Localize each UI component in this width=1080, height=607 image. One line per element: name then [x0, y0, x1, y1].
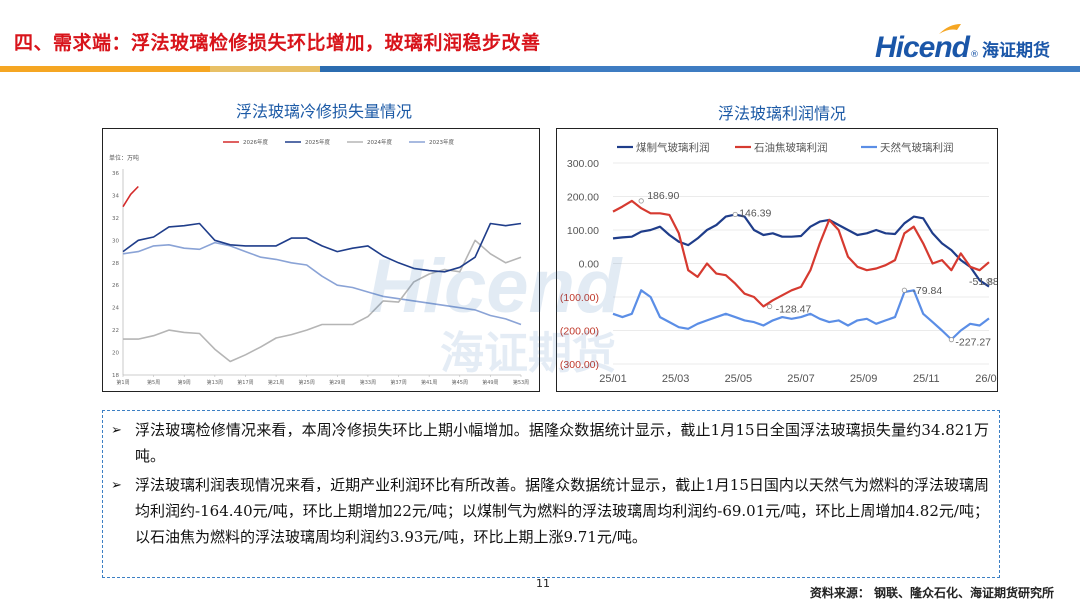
commentary-text: 浮法玻璃检修情况来看，本周冷修损失环比上期小幅增加。据隆众数据统计显示，截止1月… — [135, 421, 989, 465]
left-y-tick-label: 22 — [112, 328, 119, 334]
right-x-tick-label: 25/07 — [787, 373, 815, 385]
left-x-tick-label: 第5周 — [147, 379, 160, 386]
left-series-line — [122, 222, 522, 273]
right-annotation-label: -128.47 — [776, 304, 812, 316]
left-series-line — [122, 185, 139, 208]
right-annotation-label: -79.84 — [912, 285, 942, 297]
source-note: 资料来源： 钢联、隆众石化、海证期货研究所 — [809, 586, 1054, 600]
right-annotation-marker — [948, 337, 954, 343]
right-annotation-marker — [638, 198, 644, 204]
left-chart-heading: 浮法玻璃冷修损失量情况 — [236, 102, 413, 121]
right-annotation-label: -227.27 — [955, 337, 991, 349]
left-x-tick-label: 第25周 — [299, 379, 315, 386]
left-y-tick-label: 30 — [112, 238, 119, 244]
right-annotation-marker — [732, 211, 738, 218]
left-y-tick-label: 20 — [112, 351, 119, 357]
left-y-tick-label: 18 — [112, 373, 119, 379]
left-x-tick-label: 第1周 — [116, 379, 129, 386]
right-series-line — [612, 289, 990, 341]
commentary-item: ➢ 浮法玻璃检修情况来看，本周冷修损失环比上期小幅增加。据隆众数据统计显示，截止… — [111, 417, 989, 469]
right-y-tick-label: 200.00 — [567, 192, 599, 204]
left-x-tick-label: 第41周 — [421, 379, 437, 386]
right-y-tick-label: (200.00) — [560, 326, 599, 338]
right-annotation-label: -51.88 — [969, 276, 997, 288]
right-y-tick-label: 100.00 — [567, 225, 599, 237]
commentary-item: ➢ 浮法玻璃利润表现情况来看，近期产业利润环比有所改善。据隆众数据统计显示，截止… — [111, 472, 989, 550]
right-legend-label: 煤制气玻璃利润 — [636, 141, 710, 154]
left-series-line — [123, 239, 522, 363]
right-x-tick-label: 26/01 — [975, 373, 997, 385]
left-x-tick-label: 第37周 — [390, 379, 406, 386]
left-x-tick-label: 第29周 — [329, 379, 345, 386]
left-x-tick-label: 第9周 — [178, 379, 191, 386]
left-y-tick-label: 36 — [112, 171, 119, 177]
page-number: 11 — [536, 577, 550, 590]
left-chart: 2026年度 2025年度 2024年度 2023年度 单位：万吨 36 34 32 30 2… — [109, 138, 529, 386]
left-y-tick-label: 28 — [112, 261, 119, 267]
right-x-tick-label: 25/11 — [913, 373, 940, 385]
left-legend-label: 2024年度 — [367, 138, 392, 146]
right-x-tick-label: 25/03 — [662, 373, 690, 385]
commentary-text: 浮法玻璃利润表现情况来看，近期产业利润环比有所改善。据隆众数据统计显示，截止1月… — [135, 476, 989, 546]
right-chart: 煤制气玻璃利润 石油焦玻璃利润 天然气玻璃利润 300.00 200.00 100.00… — [560, 141, 1003, 385]
right-chart-panel: 煤制气玻璃利润 石油焦玻璃利润 天然气玻璃利润 300.00 200.00 100.00… — [556, 128, 1003, 392]
left-x-tick-label: 第53周 — [513, 379, 529, 386]
commentary-box: ➢ 浮法玻璃检修情况来看，本周冷修损失环比上期小幅增加。据隆众数据统计显示，截止… — [102, 410, 1000, 578]
left-series-line — [122, 241, 522, 326]
right-annotation-marker — [767, 303, 773, 310]
left-x-tick-label: 第49周 — [482, 379, 498, 386]
logo-swoosh-icon — [938, 24, 961, 34]
right-y-tick-label: (300.00) — [560, 359, 599, 371]
right-annotation-label: 146.39 — [739, 207, 771, 219]
logo-registered-mark: ® — [970, 50, 979, 60]
left-legend-label: 2026年度 — [243, 138, 268, 146]
left-y-tick-label: 34 — [112, 193, 119, 199]
logo-text: Hicend — [874, 31, 970, 64]
bullet-arrow-icon: ➢ — [111, 478, 122, 493]
right-series-line — [612, 199, 990, 308]
right-annotation-label: 186.90 — [647, 190, 679, 202]
left-x-tick-label: 第17周 — [237, 379, 253, 386]
left-x-tick-label: 第45周 — [452, 379, 468, 386]
left-unit-label: 单位：万吨 — [109, 154, 139, 162]
page-title: 四、需求端：浮法玻璃检修损失环比增加，玻璃利润稳步改善 — [14, 32, 541, 54]
right-x-tick-label: 25/09 — [850, 373, 878, 385]
right-series-line — [612, 213, 990, 288]
left-x-tick-label: 第13周 — [207, 379, 223, 386]
right-annotation-marker — [901, 287, 907, 293]
right-x-tick-label: 25/01 — [599, 373, 627, 385]
right-legend-label: 石油焦玻璃利润 — [754, 141, 828, 154]
right-x-tick-label: 25/05 — [725, 373, 753, 385]
left-legend-label: 2025年度 — [305, 138, 330, 146]
right-y-tick-label: 300.00 — [567, 158, 599, 170]
brand-logo: Hicend ® 海证期货 — [874, 24, 1050, 68]
logo-chinese-text: 海证期货 — [982, 40, 1050, 61]
right-y-tick-label: (100.00) — [560, 292, 599, 304]
bullet-arrow-icon: ➢ — [111, 423, 122, 438]
right-chart-heading: 浮法玻璃利润情况 — [718, 104, 847, 123]
header-stripe — [0, 66, 1080, 72]
right-y-tick-label: 0.00 — [579, 259, 600, 271]
left-legend-label: 2023年度 — [429, 138, 454, 146]
right-legend-label: 天然气玻璃利润 — [880, 141, 954, 154]
left-chart-panel: 2026年度 2025年度 2024年度 2023年度 单位：万吨 36 34 32 30 2… — [102, 128, 540, 392]
left-y-tick-label: 24 — [112, 306, 119, 312]
right-annotation-marker — [986, 278, 992, 284]
left-y-tick-label: 26 — [112, 283, 119, 289]
left-x-tick-label: 第33周 — [360, 379, 376, 386]
left-y-tick-label: 32 — [112, 216, 119, 222]
left-x-tick-label: 第21周 — [268, 379, 284, 386]
